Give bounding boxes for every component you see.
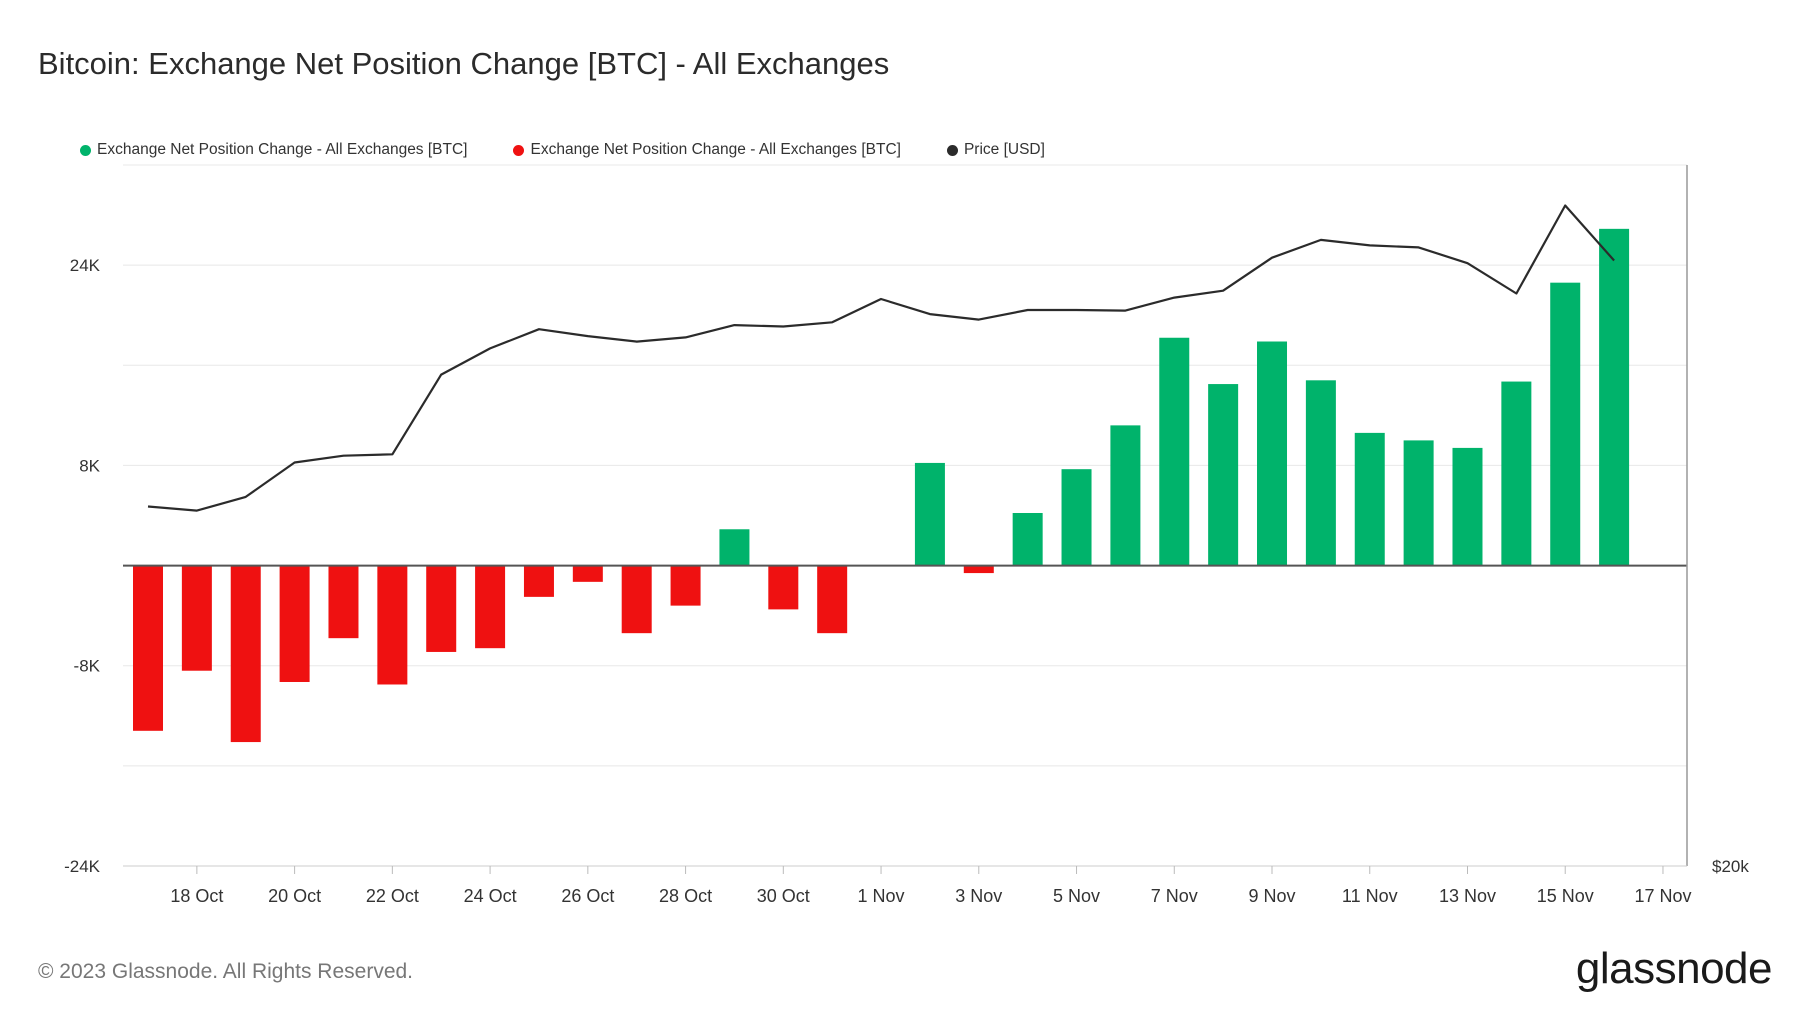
y-tick-label: -24K (64, 857, 101, 876)
x-tick-label: 26 Oct (561, 886, 614, 906)
x-tick-label: 9 Nov (1248, 886, 1295, 906)
bar-positive (1599, 228, 1630, 566)
bar-positive (1501, 381, 1532, 566)
bar-positive (719, 529, 750, 566)
x-tick-label: 5 Nov (1053, 886, 1100, 906)
x-tick-label: 30 Oct (757, 886, 810, 906)
bar-negative (963, 565, 994, 574)
axes-group (123, 165, 1688, 867)
bar-positive (914, 462, 945, 566)
legend-label-negative: Exchange Net Position Change - All Excha… (530, 141, 901, 158)
y-tick-label: 24K (70, 256, 101, 275)
x-tick-label: 28 Oct (659, 886, 712, 906)
copyright-text: © 2023 Glassnode. All Rights Reserved. (38, 960, 414, 983)
y-tick-label: 8K (79, 456, 100, 475)
bar-positive (1012, 512, 1043, 566)
grid-lines (123, 164, 1687, 867)
glassnode-logo: glassnode (1575, 944, 1773, 993)
bar-negative (181, 565, 212, 671)
legend-dot-black-icon (946, 144, 958, 156)
legend-dot-green-icon (80, 144, 91, 156)
bar-negative (768, 565, 799, 610)
x-tick-label: 24 Oct (464, 886, 517, 906)
bar-negative (523, 565, 554, 597)
bar-positive (1354, 432, 1385, 566)
x-tick-label: 20 Oct (268, 886, 321, 906)
bar-negative (133, 565, 163, 731)
x-tick-label: 18 Oct (170, 886, 223, 906)
bar-positive (1550, 282, 1581, 566)
bar-negative (230, 565, 261, 743)
bar-negative (377, 565, 408, 685)
bars-group (133, 228, 1630, 743)
legend-item-positive[interactable]: Exchange Net Position Change - All Excha… (80, 141, 467, 159)
bar-negative (279, 565, 310, 682)
legend-dot-red-icon (513, 144, 525, 156)
price-line (147, 204, 1615, 512)
legend-label-price: Price [USD] (963, 141, 1045, 158)
x-tick-label: 1 Nov (858, 886, 905, 906)
y-right-tick-label: $20k (1712, 857, 1749, 876)
x-tick-label: 15 Nov (1537, 886, 1594, 906)
bar-positive (1159, 337, 1190, 566)
x-tick-label: 3 Nov (955, 886, 1002, 906)
legend-item-negative[interactable]: Exchange Net Position Change - All Excha… (513, 141, 901, 159)
y-tick-label: -8K (74, 657, 101, 676)
bar-negative (328, 565, 359, 639)
legend-item-price[interactable]: Price [USD] (946, 141, 1045, 159)
bar-negative (670, 565, 701, 606)
chart-title: Bitcoin: Exchange Net Position Change [B… (38, 46, 890, 81)
bar-positive (1061, 469, 1092, 566)
price-line-group (147, 204, 1615, 512)
bar-negative (572, 565, 603, 582)
bar-positive (1452, 447, 1483, 566)
x-tick-label: 22 Oct (366, 886, 419, 906)
bar-negative (817, 565, 848, 634)
x-tick-label: 13 Nov (1439, 886, 1496, 906)
bar-negative (475, 565, 506, 649)
x-tick-label: 17 Nov (1634, 886, 1691, 906)
bar-positive (1110, 425, 1141, 566)
bar-negative (426, 565, 457, 652)
bar-positive (1257, 341, 1288, 566)
legend-label-positive: Exchange Net Position Change - All Excha… (97, 141, 468, 158)
tick-labels-group: -24K -8K 8K 24K $20k 18 Oct 20 Oct 22 Oct 24 Oct… (64, 256, 1749, 906)
bar-negative (621, 565, 652, 634)
x-tick-label: 7 Nov (1151, 886, 1198, 906)
x-tick-label: 11 Nov (1342, 886, 1398, 906)
bar-positive (1208, 384, 1239, 566)
bar-positive (1403, 440, 1434, 566)
legend: Exchange Net Position Change - All Excha… (80, 141, 1045, 159)
bar-positive (1305, 380, 1336, 566)
